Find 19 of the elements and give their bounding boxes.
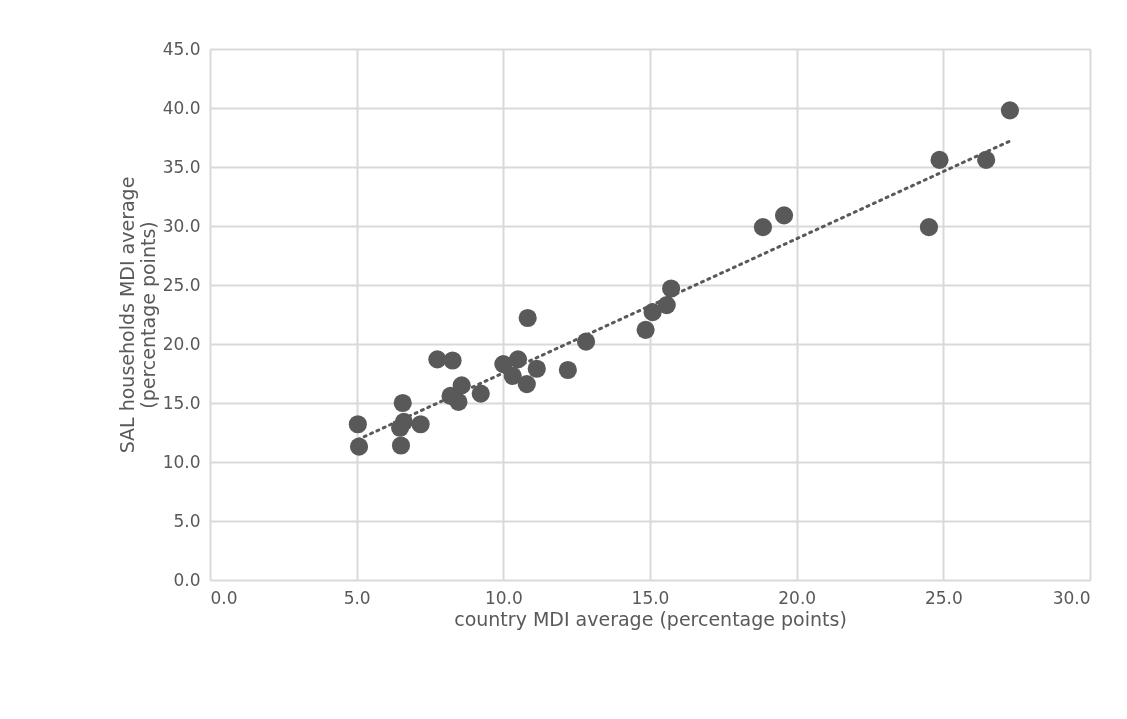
y-tick-label: 15.0	[162, 392, 201, 413]
y-tick-label: 25.0	[162, 274, 201, 295]
x-tick-label: 30.0	[1052, 587, 1091, 608]
y-tick-label: 10.0	[162, 451, 201, 472]
y-axis-title: SAL households MDI average (percentage points)	[115, 176, 159, 454]
y-tick-label: 35.0	[162, 156, 201, 177]
x-tick-label: 25.0	[924, 587, 963, 608]
x-tick-label: 15.0	[631, 587, 670, 608]
x-axis-title: country MDI average (percentage points)	[454, 607, 847, 630]
y-tick-label: 30.0	[162, 215, 201, 236]
y-tick-label: 45.0	[162, 38, 201, 59]
y-tick-label: 40.0	[162, 97, 201, 118]
y-tick-label: 0.0	[173, 569, 201, 590]
x-tick-label: 0.0	[210, 587, 238, 608]
y-tick-label: 20.0	[162, 333, 201, 354]
y-tick-label: 5.0	[173, 510, 201, 531]
x-tick-label: 20.0	[778, 587, 817, 608]
x-tick-label: 10.0	[484, 587, 523, 608]
x-tick-label: 5.0	[343, 587, 371, 608]
